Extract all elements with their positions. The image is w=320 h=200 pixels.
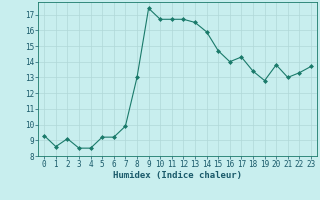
X-axis label: Humidex (Indice chaleur): Humidex (Indice chaleur) (113, 171, 242, 180)
